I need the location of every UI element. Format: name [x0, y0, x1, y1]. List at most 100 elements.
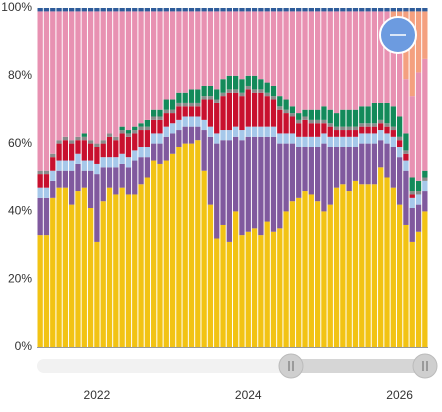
- bar-segment: [62, 170, 69, 188]
- zoom-handle[interactable]: [278, 353, 304, 379]
- bar-segment: [157, 133, 163, 144]
- bar-segment: [333, 11, 340, 114]
- bar-segment: [207, 136, 214, 205]
- bar-segment: [239, 96, 245, 131]
- bar-segment: [151, 119, 157, 134]
- bar-segment: [43, 197, 50, 236]
- bar-segment: [359, 126, 365, 134]
- bar-segment: [314, 8, 321, 12]
- bar-segment: [157, 119, 163, 134]
- bar-segment: [169, 99, 176, 110]
- bar-segment: [283, 99, 289, 110]
- bar-segment: [50, 11, 56, 154]
- bar-segment: [100, 201, 106, 347]
- bar-segment: [69, 8, 75, 12]
- bar-segment: [169, 123, 176, 134]
- bar-segment: [333, 136, 340, 147]
- bar-segment: [87, 170, 94, 209]
- bar-segment: [144, 146, 151, 158]
- bar-segment: [314, 11, 321, 110]
- bar-segment: [132, 130, 138, 134]
- bar-segment: [378, 140, 384, 168]
- bar-segment: [62, 160, 69, 171]
- bar-segment: [396, 146, 403, 158]
- bar-segment: [308, 136, 314, 147]
- bar-segment: [56, 160, 62, 171]
- bar-segment: [106, 136, 113, 158]
- bar-segment: [270, 8, 277, 12]
- bar-segment: [270, 85, 277, 97]
- bar-segment: [157, 163, 163, 347]
- bar-segment: [415, 8, 422, 12]
- bar-segment: [371, 143, 378, 185]
- bar-segment: [119, 130, 125, 134]
- bar-segment: [100, 11, 106, 141]
- bar-segment: [302, 191, 308, 347]
- bar-segment: [81, 133, 87, 137]
- bar-segment: [409, 8, 415, 12]
- bar-segment: [214, 143, 220, 239]
- bar-segment: [371, 8, 378, 12]
- bar-segment: [233, 8, 239, 12]
- bar-segment: [188, 126, 195, 144]
- zoom-handle[interactable]: [412, 353, 438, 379]
- bar-segment: [100, 143, 106, 158]
- bar-segment: [50, 153, 56, 158]
- bar-segment: [283, 8, 289, 12]
- bar-segment: [43, 235, 50, 347]
- bar-segment: [327, 8, 333, 12]
- bar-segment: [75, 163, 81, 192]
- bar-segment: [283, 211, 289, 347]
- x-tick-label: 2022: [84, 388, 111, 402]
- bar-segment: [314, 109, 321, 120]
- bar-segment: [277, 133, 283, 144]
- bar-segment: [327, 11, 333, 110]
- bar-segment: [384, 102, 390, 124]
- bar-segment: [125, 130, 132, 134]
- bar-segment: [132, 133, 138, 151]
- bar-segment: [245, 231, 251, 347]
- bar-segment: [214, 11, 220, 90]
- bar-segment: [214, 238, 220, 347]
- bar-segment: [327, 109, 333, 124]
- bar-segment: [144, 11, 151, 120]
- bar-segment: [239, 92, 245, 97]
- bar-segment: [195, 8, 201, 12]
- bar-segment: [390, 136, 396, 147]
- bar-segment: [415, 194, 422, 205]
- bar-segment: [119, 187, 125, 347]
- zoom-window[interactable]: [291, 359, 425, 373]
- bar-segment: [333, 187, 340, 347]
- bar-segment: [100, 8, 106, 12]
- bar-segment: [327, 123, 333, 127]
- bar-segment: [277, 11, 283, 97]
- bar-segment: [384, 177, 390, 347]
- bar-segment: [409, 191, 415, 195]
- bar-segment: [106, 133, 113, 137]
- bar-segment: [321, 119, 327, 124]
- bar-segment: [163, 126, 169, 137]
- bar-segment: [207, 11, 214, 86]
- bar-segment: [163, 136, 169, 161]
- bar-segment: [415, 11, 422, 73]
- bar-segment: [239, 8, 245, 12]
- bar-segment: [359, 8, 365, 12]
- bar-segment: [182, 143, 188, 347]
- bar-segment: [106, 167, 113, 188]
- bar-segment: [201, 8, 207, 12]
- bar-segment: [365, 8, 371, 12]
- bar-segment: [132, 11, 138, 127]
- bar-segment: [403, 170, 409, 225]
- bar-segment: [378, 8, 384, 12]
- bar-segment: [384, 8, 390, 12]
- bar-segment: [422, 8, 428, 12]
- bar-segment: [182, 102, 188, 107]
- bar-segment: [37, 11, 43, 171]
- bar-segment: [119, 11, 125, 127]
- bar-segment: [81, 140, 87, 161]
- bar-segment: [163, 160, 169, 347]
- bar-segment: [207, 204, 214, 347]
- bar-segment: [176, 106, 182, 120]
- collapse-button[interactable]: [379, 16, 417, 54]
- bar-segment: [182, 106, 188, 117]
